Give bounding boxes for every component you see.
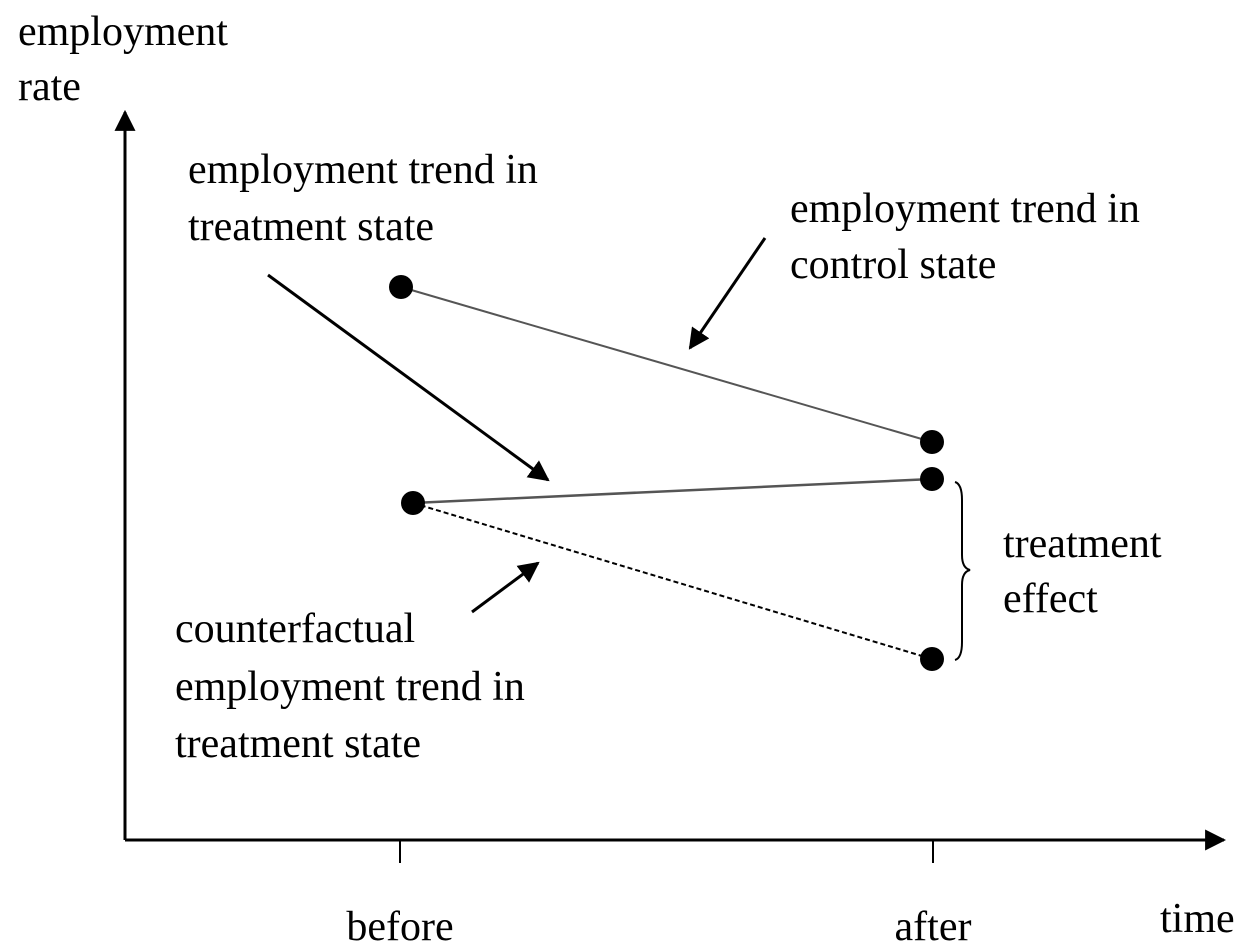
treatment-trend-line <box>412 477 933 505</box>
counterfactual-trend-line <box>412 502 933 660</box>
annotation: effect <box>1003 576 1098 622</box>
effect-brace <box>954 481 971 661</box>
point <box>920 467 944 491</box>
annotation: counterfactual <box>175 606 415 652</box>
y-axis-label: rate <box>18 64 81 110</box>
point <box>401 491 425 515</box>
annotation: employment trend in <box>175 664 525 710</box>
annotation: employment trend in <box>790 186 1140 232</box>
control-trend-line <box>400 286 933 443</box>
x-axis-label: time <box>1160 896 1235 942</box>
annotation: employment trend in <box>188 147 538 193</box>
annotation: control state <box>790 242 996 288</box>
point <box>920 430 944 454</box>
point <box>389 275 413 299</box>
pointer-arrow <box>688 237 767 350</box>
annotation: treatment state <box>188 204 434 250</box>
x-tick-label: before <box>346 904 453 946</box>
x-tick-label: after <box>895 904 972 946</box>
annotation: treatment state <box>175 721 421 767</box>
point <box>920 647 944 671</box>
pointer-arrow <box>267 273 550 482</box>
pointer-arrow <box>471 561 540 614</box>
annotation: treatment <box>1003 521 1162 567</box>
y-axis-label: employment <box>18 9 228 55</box>
